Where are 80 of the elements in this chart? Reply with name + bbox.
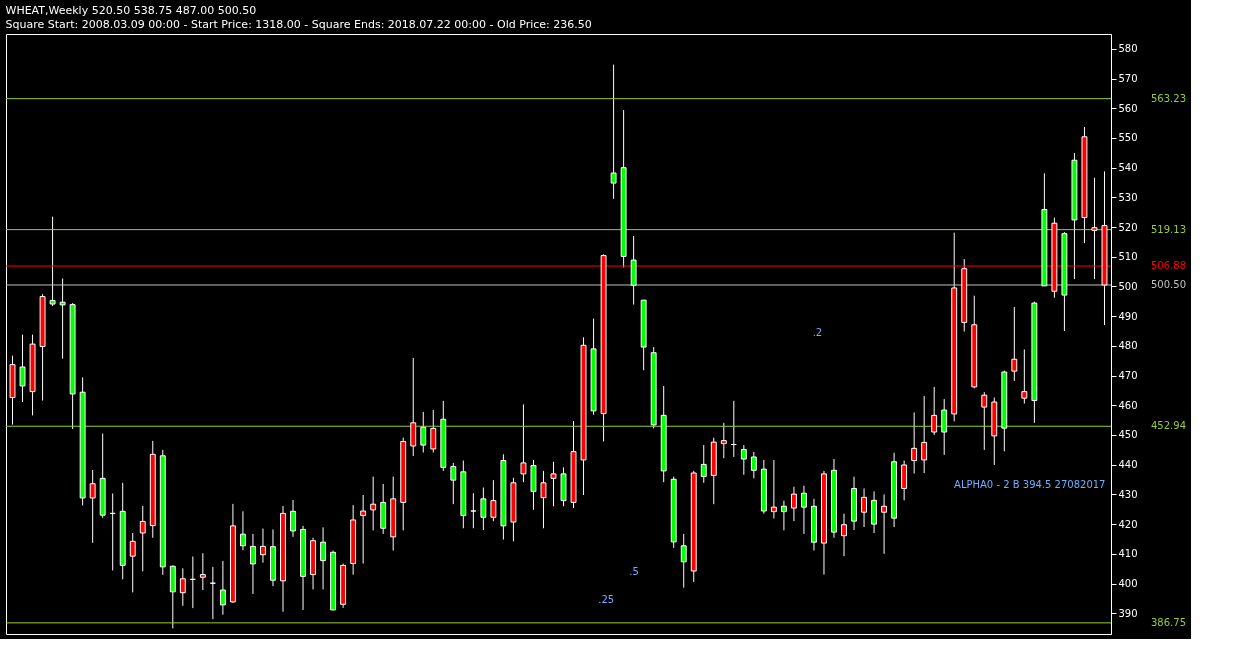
candlestick: [480, 487, 487, 531]
candlestick: [490, 479, 497, 522]
y-tick-label: 500: [1118, 280, 1138, 292]
y-tick-label: 580: [1118, 43, 1138, 55]
y-tick-label: 440: [1118, 459, 1138, 471]
candlestick: [871, 490, 878, 534]
candlestick: [179, 567, 186, 607]
candlestick: [219, 560, 226, 616]
candlestick: [239, 510, 246, 551]
y-tick-label: 470: [1118, 370, 1138, 382]
candlestick: [470, 492, 477, 529]
candlestick: [740, 444, 747, 476]
candlestick: [720, 422, 727, 459]
candlestick: [199, 552, 206, 591]
y-tick-label: 550: [1118, 132, 1138, 144]
candlestick: [800, 485, 807, 535]
candlestick: [700, 444, 707, 484]
y-tick-label: 540: [1118, 162, 1138, 174]
candlestick: [450, 462, 457, 505]
candlestick: [1021, 348, 1028, 404]
candlestick: [1011, 306, 1018, 382]
ref-line-label: 519.13: [1151, 223, 1186, 235]
candlestick: [59, 277, 66, 360]
candlestick: [320, 526, 327, 590]
annotation: .25: [598, 593, 615, 605]
candlestick: [941, 398, 948, 456]
candlestick: [370, 476, 377, 531]
ref-line-label: 563.23: [1151, 92, 1186, 104]
annotation: .2: [812, 326, 823, 338]
chart-subtitle: Square Start: 2008.03.09 00:00 - Start Price: 1318.00 - Square Ends: 2018.07.22 00:00 - Old Price: 236.50: [5, 18, 592, 31]
ref-line-label: 452.94: [1151, 420, 1186, 432]
y-tick-label: 530: [1118, 191, 1138, 203]
y-tick-label: 430: [1118, 488, 1138, 500]
y-tick-label: 460: [1118, 399, 1138, 411]
y-tick-label: 410: [1118, 548, 1138, 560]
candlestick: [931, 386, 938, 436]
candlestick: [550, 461, 557, 507]
candlestick: [520, 403, 527, 483]
candlestick: [750, 451, 757, 479]
ref-line-label: 506.88: [1151, 260, 1186, 272]
candlestick: [881, 493, 888, 555]
y-tick-label: 520: [1118, 221, 1138, 233]
candlestick: [981, 391, 988, 451]
candlestick: [249, 533, 256, 595]
candlestick: [290, 499, 296, 538]
candlestick: [89, 469, 96, 544]
candlestick: [139, 505, 146, 572]
candlestick: [540, 470, 547, 529]
candlestick: [680, 533, 687, 589]
candlestick: [19, 334, 26, 403]
candlestick: [901, 460, 908, 501]
candlestick: [430, 409, 437, 454]
y-tick-label: 480: [1118, 340, 1138, 352]
y-tick-label: 420: [1118, 518, 1138, 530]
y-tick-label: 450: [1118, 429, 1138, 441]
candlestick: [861, 487, 868, 528]
annotation: ALPHA0 - 2 B 394.5 27082017: [954, 479, 1106, 491]
candlestick: [410, 357, 417, 457]
y-tick-label: 490: [1118, 310, 1138, 322]
candlestick: [260, 528, 266, 564]
candlestick: [420, 411, 427, 454]
chart-title: WHEAT,Weekly 520.50 538.75 487.00 500.50: [5, 4, 257, 17]
y-tick-label: 510: [1118, 251, 1138, 263]
candlestick: [921, 395, 928, 474]
y-tick-label: 560: [1118, 102, 1138, 114]
ref-line-label: 386.75: [1151, 616, 1186, 628]
candlestick: [129, 532, 136, 593]
y-tick-label: 390: [1118, 607, 1138, 619]
candlestick: [610, 64, 617, 200]
y-tick-label: 570: [1118, 73, 1138, 85]
ref-line-label: 500.50: [1151, 278, 1186, 290]
candlestick: [790, 486, 797, 522]
candlestick: [360, 494, 367, 565]
candlestick: [911, 411, 918, 475]
y-tick-label: 400: [1118, 578, 1138, 589]
candlestick: [770, 459, 777, 519]
candlestick: [780, 500, 787, 531]
candlestick: [841, 513, 847, 557]
candlestick: [49, 216, 56, 307]
annotation: .5: [629, 565, 639, 577]
